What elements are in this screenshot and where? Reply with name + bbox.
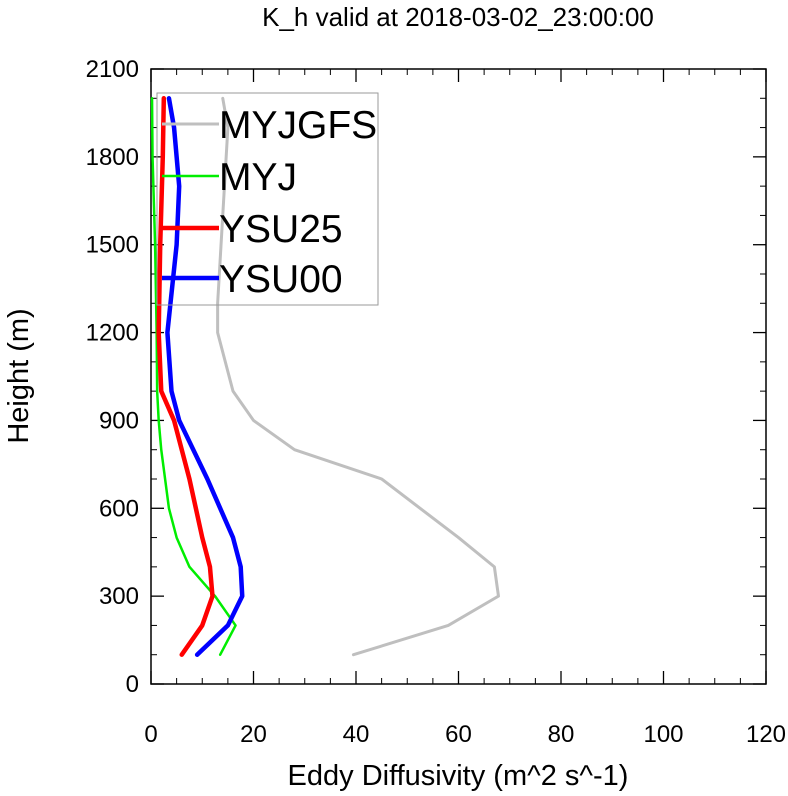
- legend-label-myjgfs: MYJGFS: [219, 104, 377, 147]
- y-tick-label: 1500: [86, 232, 139, 259]
- x-tick-label: 40: [343, 721, 370, 748]
- series-line-ysu25: [156, 96, 215, 657]
- legend-box: [156, 92, 379, 306]
- series-line-ysu00: [165, 96, 245, 657]
- series-line-myjgfs: [216, 96, 500, 657]
- y-tick-label: 2100: [86, 56, 139, 83]
- chart-title: K_h valid at 2018-03-02_23:00:00: [262, 2, 654, 32]
- x-tick-label: 0: [144, 721, 157, 748]
- data-series: [150, 96, 500, 657]
- x-axis-label: Eddy Diffusivity (m^2 s^-1): [288, 760, 629, 792]
- axis-ticks: 0 20 40 60 80 100 1200300600900120015001800210…: [86, 56, 786, 748]
- series-line-myj: [150, 97, 237, 656]
- legend-label-ysu00: YSU00: [219, 258, 343, 301]
- x-tick-label: 120: [746, 721, 786, 748]
- y-tick-label: 300: [99, 583, 139, 610]
- legend: MYJGFS MYJ YSU25 YSU00: [162, 104, 377, 301]
- x-tick-label: 20: [240, 721, 267, 748]
- y-axis-label: Height (m): [3, 308, 35, 443]
- x-tick-label: 80: [548, 721, 575, 748]
- x-tick-label: 60: [445, 721, 472, 748]
- y-tick-label: 1200: [86, 320, 139, 347]
- legend-label-ysu25: YSU25: [219, 208, 343, 251]
- y-tick-label: 1800: [86, 144, 139, 171]
- y-tick-label: 900: [99, 407, 139, 434]
- x-tick-label: 100: [643, 721, 683, 748]
- legend-label-myj: MYJ: [219, 156, 297, 199]
- y-tick-label: 600: [99, 495, 139, 522]
- y-tick-label: 0: [126, 671, 139, 698]
